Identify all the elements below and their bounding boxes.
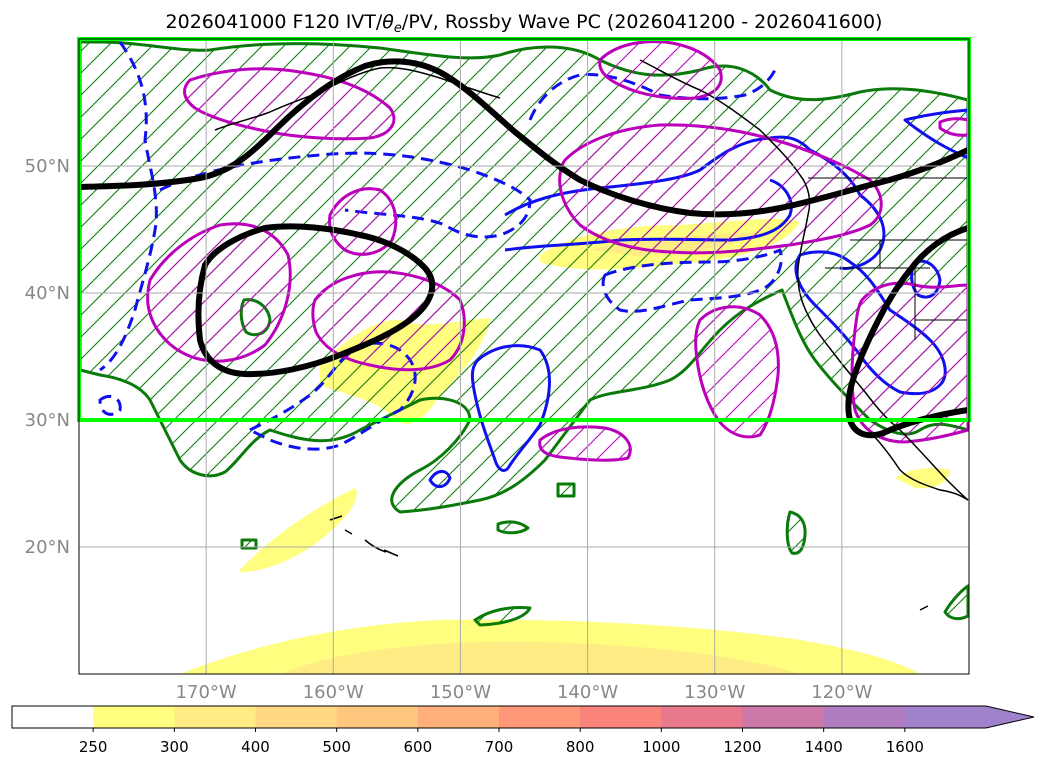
colorbar-tick-label: 300 — [160, 738, 189, 756]
colorbar-segment — [174, 706, 256, 728]
gridlines — [79, 39, 969, 674]
blue-dashed-contour — [159, 151, 532, 239]
black-contour — [195, 223, 436, 378]
latitude-labels: 20°N 30°N 40°N 50°N — [25, 156, 70, 558]
colorbar-segment — [417, 706, 500, 728]
colorbar-segment — [499, 706, 581, 728]
blue-dashed-contour — [99, 41, 158, 372]
blue-contour — [470, 344, 551, 472]
magenta-contour — [311, 270, 466, 372]
lon-tick-label: 150°W — [430, 682, 491, 703]
green-contour — [785, 510, 807, 555]
colorbar-segment — [580, 706, 662, 728]
black-contour — [79, 58, 969, 218]
lon-tick-label: 120°W — [811, 682, 872, 703]
longitude-labels: 170°W 160°W 150°W 140°W 130°W 120°W — [176, 682, 873, 703]
map-frame — [78, 38, 970, 675]
lat-tick-label: 40°N — [25, 283, 70, 304]
colorbar-tick-label: 1200 — [723, 738, 761, 756]
green-contour — [496, 520, 530, 535]
blue-dashed-contour — [601, 248, 783, 313]
coastline-se-alaska-bc — [639, 59, 969, 501]
green-contour — [556, 482, 576, 498]
lat-tick-label: 50°N — [25, 156, 70, 177]
green-contour — [943, 584, 969, 621]
colorbar-tick-label: 500 — [322, 738, 351, 756]
map-panel: 20°N 30°N 40°N 50°N 170°W 160°W 150°W 140°W 130… — [25, 37, 971, 703]
magenta-contour — [146, 222, 292, 363]
lon-tick-label: 170°W — [176, 682, 237, 703]
lon-tick-label: 130°W — [684, 682, 745, 703]
blue-dashed-contour — [98, 394, 122, 416]
magenta-contour — [538, 425, 632, 462]
green-contour — [240, 538, 258, 550]
colorbar-outline — [11, 705, 1035, 729]
colorbar-segment — [742, 706, 825, 728]
blue-contour — [428, 470, 452, 488]
colorbar-extend-arrow — [986, 706, 1034, 728]
ivt-shade-region — [280, 641, 800, 674]
lat-tick-label: 20°N — [25, 537, 70, 558]
colorbar-tick-label: 1000 — [642, 738, 680, 756]
coastline-alaska — [214, 66, 501, 131]
magenta-contour — [694, 305, 780, 439]
colorbar-tick-label: 250 — [79, 738, 108, 756]
colorbar-tick-label: 700 — [485, 738, 514, 756]
colorbar-tick-label: 1600 — [886, 738, 924, 756]
colorbar-tick-label: 800 — [566, 738, 595, 756]
colorbar-segment — [823, 706, 906, 728]
lon-tick-label: 160°W — [303, 682, 364, 703]
colorbar-segment — [12, 706, 94, 728]
colorbar-tick-label: 1400 — [805, 738, 843, 756]
colorbar-segment — [336, 706, 419, 728]
colorbar: 250 300 400 500 600 700 800 1000 1200 1400 1600 — [11, 705, 1035, 756]
black-contours — [79, 58, 969, 439]
colorbar-tick-label: 600 — [404, 738, 433, 756]
lon-tick-label: 140°W — [557, 682, 618, 703]
black-contour — [845, 225, 969, 439]
coastlines — [214, 59, 969, 611]
colorbar-tick-label: 400 — [241, 738, 270, 756]
colorbar-segment — [93, 706, 175, 728]
ivt-shade-region — [238, 488, 357, 573]
colorbar-segment — [661, 706, 743, 728]
magenta-contour — [558, 123, 883, 255]
magenta-contours — [146, 40, 969, 462]
colorbar-segment — [255, 706, 338, 728]
lat-tick-label: 30°N — [25, 410, 70, 431]
ivt-shade-region — [895, 468, 950, 489]
green-contour — [473, 606, 532, 627]
coastline-baja — [869, 431, 969, 501]
chart-title: 2026041000 F120 IVT/θe/PV, Rossby Wave P… — [166, 11, 883, 36]
colorbar-segment — [904, 706, 987, 728]
